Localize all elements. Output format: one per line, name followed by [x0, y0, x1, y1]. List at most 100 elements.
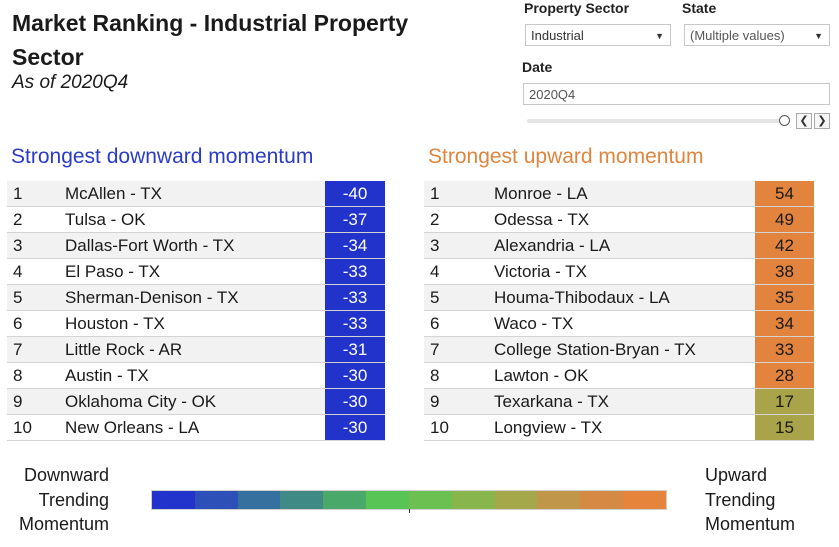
- market-name: Oklahoma City - OK: [65, 388, 325, 415]
- momentum-value: 28: [755, 362, 814, 389]
- momentum-value: 34: [755, 310, 814, 337]
- upward-momentum-row[interactable]: 7 College Station-Bryan - TX 33: [424, 336, 814, 363]
- momentum-value: -40: [325, 181, 385, 207]
- legend-color-swatch: [580, 491, 624, 509]
- legend-color-swatch: [494, 491, 538, 509]
- downward-momentum-row[interactable]: 5 Sherman-Denison - TX -33: [7, 284, 385, 311]
- momentum-value: 15: [755, 414, 814, 441]
- legend-color-swatch: [623, 491, 666, 509]
- state-value: (Multiple values): [690, 28, 785, 43]
- rank-number: 10: [424, 414, 494, 441]
- market-name: Alexandria - LA: [494, 232, 755, 259]
- legend-color-swatch: [280, 491, 324, 509]
- rank-number: 10: [7, 414, 65, 441]
- momentum-value: -37: [325, 206, 385, 233]
- previous-date-button[interactable]: ❮: [796, 113, 812, 129]
- legend-left-line: Downward: [23, 465, 109, 485]
- momentum-value: 49: [755, 206, 814, 233]
- legend-right-line: Momentum: [705, 514, 796, 534]
- property-sector-value: Industrial: [531, 28, 584, 43]
- market-name: Little Rock - AR: [65, 336, 325, 363]
- rank-number: 9: [424, 388, 494, 415]
- state-label: State: [682, 0, 717, 16]
- rank-number: 9: [7, 388, 65, 415]
- rank-number: 8: [7, 362, 65, 389]
- momentum-value: 42: [755, 232, 814, 259]
- next-date-button[interactable]: ❯: [814, 113, 830, 129]
- chevron-down-icon: ▼: [814, 31, 823, 41]
- momentum-value: -30: [325, 362, 385, 389]
- downward-momentum-row[interactable]: 10 New Orleans - LA -30: [7, 414, 385, 441]
- upward-momentum-title: Strongest upward momentum: [428, 145, 704, 168]
- legend-upward-label: Upward Trending Momentum: [705, 463, 795, 537]
- market-name: Houston - TX: [65, 310, 325, 337]
- rank-number: 6: [424, 310, 494, 337]
- rank-number: 7: [7, 336, 65, 363]
- momentum-value: 33: [755, 336, 814, 363]
- rank-number: 6: [7, 310, 65, 337]
- market-name: Monroe - LA: [494, 181, 755, 207]
- downward-momentum-row[interactable]: 3 Dallas-Fort Worth - TX -34: [7, 232, 385, 259]
- downward-momentum-row[interactable]: 7 Little Rock - AR -31: [7, 336, 385, 363]
- state-dropdown[interactable]: (Multiple values) ▼: [684, 24, 830, 46]
- momentum-value: 54: [755, 181, 814, 207]
- legend-color-swatch: [323, 491, 367, 509]
- chevron-left-icon: ❮: [799, 115, 809, 127]
- upward-momentum-row[interactable]: 1 Monroe - LA 54: [424, 181, 814, 207]
- date-value: 2020Q4: [529, 87, 576, 102]
- page-title: Market Ranking - Industrial Property Sec…: [12, 10, 409, 70]
- legend-midpoint-tick: [409, 509, 410, 513]
- upward-momentum-row[interactable]: 10 Longview - TX 15: [424, 414, 814, 441]
- upward-momentum-row[interactable]: 3 Alexandria - LA 42: [424, 232, 814, 259]
- downward-momentum-row[interactable]: 6 Houston - TX -33: [7, 310, 385, 337]
- property-sector-label: Property Sector: [524, 0, 630, 16]
- market-name: Waco - TX: [494, 310, 755, 337]
- upward-momentum-row[interactable]: 5 Houma-Thibodaux - LA 35: [424, 284, 814, 311]
- legend-left-line: Trending: [38, 489, 109, 510]
- date-slider-handle[interactable]: [779, 115, 790, 126]
- rank-number: 1: [7, 181, 65, 207]
- rank-number: 4: [7, 258, 65, 285]
- downward-momentum-row[interactable]: 4 El Paso - TX -33: [7, 258, 385, 285]
- momentum-color-legend: [151, 490, 667, 510]
- downward-momentum-row[interactable]: 8 Austin - TX -30: [7, 362, 385, 389]
- downward-momentum-row[interactable]: 2 Tulsa - OK -37: [7, 206, 385, 233]
- market-name: Houma-Thibodaux - LA: [494, 284, 755, 311]
- momentum-value: -33: [325, 258, 385, 285]
- legend-color-swatch: [237, 491, 281, 509]
- market-name: McAllen - TX: [65, 181, 325, 207]
- upward-momentum-row[interactable]: 9 Texarkana - TX 17: [424, 388, 814, 415]
- upward-momentum-row[interactable]: 2 Odessa - TX 49: [424, 206, 814, 233]
- legend-right-line: Trending: [705, 489, 776, 510]
- upward-momentum-row[interactable]: 6 Waco - TX 34: [424, 310, 814, 337]
- date-slider-track[interactable]: [527, 119, 785, 123]
- momentum-value: -31: [325, 336, 385, 363]
- upward-momentum-row[interactable]: 8 Lawton - OK 28: [424, 362, 814, 389]
- downward-momentum-title: Strongest downward momentum: [11, 145, 314, 168]
- momentum-value: -34: [325, 232, 385, 259]
- date-label: Date: [522, 59, 553, 75]
- chevron-right-icon: ❯: [817, 115, 827, 127]
- market-name: Longview - TX: [494, 414, 755, 441]
- property-sector-dropdown[interactable]: Industrial ▼: [525, 24, 671, 46]
- momentum-value: -33: [325, 284, 385, 311]
- downward-momentum-row[interactable]: 1 McAllen - TX -40: [7, 181, 385, 207]
- market-name: El Paso - TX: [65, 258, 325, 285]
- market-name: Victoria - TX: [494, 258, 755, 285]
- rank-number: 4: [424, 258, 494, 285]
- date-field[interactable]: 2020Q4: [523, 83, 830, 105]
- upward-momentum-row[interactable]: 4 Victoria - TX 38: [424, 258, 814, 285]
- momentum-value: 38: [755, 258, 814, 285]
- downward-momentum-row[interactable]: 9 Oklahoma City - OK -30: [7, 388, 385, 415]
- market-name: Sherman-Denison - TX: [65, 284, 325, 311]
- rank-number: 1: [424, 181, 494, 207]
- rank-number: 5: [424, 284, 494, 311]
- downward-momentum-table: 1 McAllen - TX -40 2 Tulsa - OK -37 3 Dallas-Fo…: [7, 181, 385, 441]
- chevron-down-icon: ▼: [655, 31, 664, 41]
- momentum-value: 35: [755, 284, 814, 311]
- momentum-value: -33: [325, 310, 385, 337]
- upward-momentum-table: 1 Monroe - LA 54 2 Odessa - TX 49 3 Alexandria …: [424, 181, 814, 441]
- market-name: College Station-Bryan - TX: [494, 336, 755, 363]
- legend-color-swatch: [152, 491, 195, 509]
- market-name: New Orleans - LA: [65, 414, 325, 441]
